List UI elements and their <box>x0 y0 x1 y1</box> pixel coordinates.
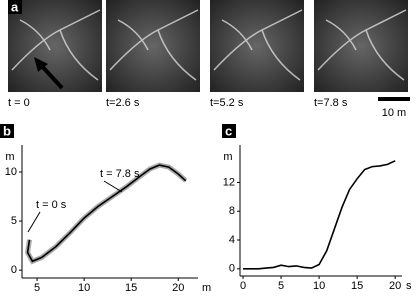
data-line <box>243 160 396 270</box>
image-frame <box>106 0 200 92</box>
y-tick-label: 8 <box>229 205 235 217</box>
image-frame <box>8 0 102 92</box>
y-tick-label: 0 <box>11 264 17 276</box>
x-tick-label: 15 <box>125 282 137 294</box>
panel-label-box <box>0 124 14 138</box>
image-row: a t = 0 t=2.6 s t=5.2 s t=7.8 s 10 m <box>8 0 410 119</box>
x-tick-label: 5 <box>278 280 284 292</box>
x-tick-label: 20 <box>389 280 401 292</box>
arrow <box>38 62 64 90</box>
y-tick-label: 10 <box>5 166 17 178</box>
annotation-pointer <box>103 180 123 193</box>
scale-bar-label: 10 m <box>382 107 406 119</box>
annotation-pointer <box>27 211 41 233</box>
x-tick-label: 20 <box>172 282 184 294</box>
x-tick-label: 10 <box>313 280 325 292</box>
panel-label-box <box>222 124 236 138</box>
data-line <box>26 164 187 263</box>
panel-label: c <box>225 123 232 138</box>
x-axis-label: m <box>202 282 211 294</box>
image-frame <box>314 0 408 92</box>
frame-time: t=7.8 s <box>314 97 348 109</box>
frame-time: t=5.2 s <box>210 97 244 109</box>
x-tick-label: 0 <box>240 280 246 292</box>
y-axis-label: m <box>5 151 14 163</box>
y-tick-label: 12 <box>223 176 235 188</box>
x-axis-label: s <box>406 280 412 292</box>
filaments <box>11 9 407 81</box>
annotation: t = 7.8 s <box>100 168 140 180</box>
x-tick-label: 10 <box>78 282 90 294</box>
image-frame <box>210 0 304 92</box>
arrow-head <box>34 57 48 72</box>
y-tick-label: 4 <box>229 234 235 246</box>
panel-label: a <box>11 0 19 14</box>
annotation: t = 0 s <box>36 199 67 211</box>
y-axis-label: m <box>223 151 232 163</box>
panel-label: b <box>3 123 11 138</box>
y-tick-label: 5 <box>11 215 17 227</box>
panel-label-box <box>8 0 22 14</box>
x-tick-label: 15 <box>351 280 363 292</box>
x-tick-label: 5 <box>34 282 40 294</box>
frame-time: t = 0 <box>8 97 30 109</box>
y-tick-label: 0 <box>229 263 235 275</box>
frame-time: t=2.6 s <box>106 97 140 109</box>
